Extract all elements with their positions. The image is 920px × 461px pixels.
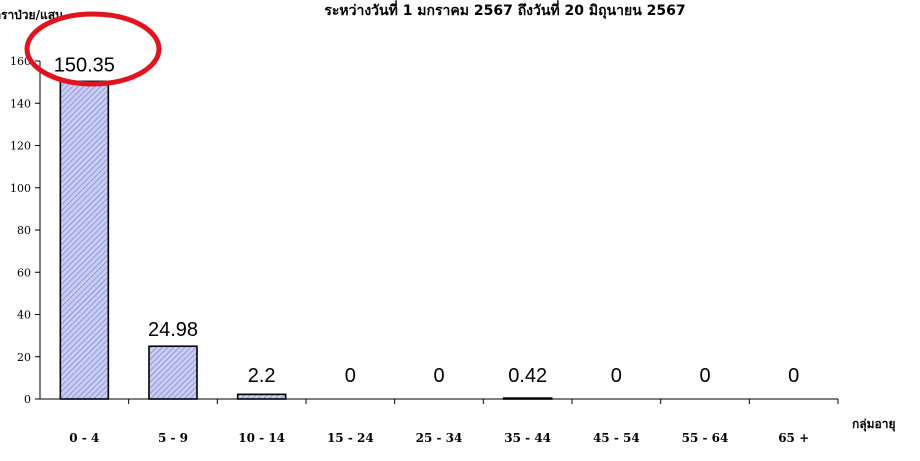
data-label: 2.2 [248,365,276,387]
highlight-circle [24,11,162,87]
x-tick-label: 65 + [778,431,809,445]
x-tick-label: 0 - 4 [69,431,99,445]
data-label: 0.42 [508,365,547,387]
y-tick-label: 20 [17,351,31,364]
x-tick-label: 35 - 44 [504,431,551,445]
x-tick-label: 10 - 14 [238,431,285,445]
data-label: 0 [345,365,356,387]
y-tick-label: 140 [10,97,31,110]
data-label: 24.98 [148,319,198,341]
bar [502,397,553,400]
y-tick-label: 80 [17,224,31,237]
bar [59,80,110,400]
y-tick-label: 0 [24,393,31,406]
data-label: 0 [699,365,710,387]
x-tick-label: 45 - 54 [593,431,640,445]
x-tick-label: 25 - 34 [416,431,463,445]
data-label: 0 [611,365,622,387]
data-label: 0 [433,365,444,387]
bar [148,345,198,400]
x-tick-label: 55 - 64 [682,431,729,445]
y-tick-label: 120 [10,140,31,153]
data-label: 0 [788,365,799,387]
x-ticks: 0 - 4 5 - 9 10 - 14 15 - 24 25 - 34 35 - 44 45… [69,431,809,445]
chart-title: ระหว่างวันที่ 1 มกราคม 2567 ถึงวันที่ 20… [324,0,685,19]
bar [236,393,287,400]
x-tick-label: 15 - 24 [327,431,374,445]
x-tick-label: 5 - 9 [158,431,188,445]
y-tick-label: 100 [10,182,31,195]
data-labels: 150.35 24.98 2.2 0 0 0.42 0 0 0 [54,54,799,387]
bars [59,80,553,400]
y-tick-label: 60 [17,266,31,279]
data-label: 150.35 [54,54,115,76]
y-ticks: 0 20 40 60 80 100 120 140 160 [10,55,40,406]
y-tick-label: 40 [17,309,31,322]
y-tick-label: 160 [10,55,31,68]
y-axis-label: อัตราป่วย/แสน [0,8,64,22]
x-axis-label: กลุ่มอายุ [852,417,896,432]
